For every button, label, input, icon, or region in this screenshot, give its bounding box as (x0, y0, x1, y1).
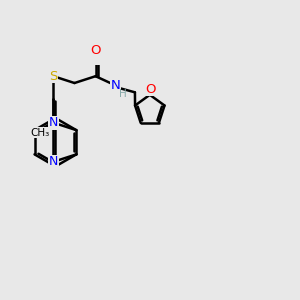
Text: N: N (49, 116, 58, 129)
Text: H: H (119, 89, 127, 99)
Text: S: S (49, 70, 58, 83)
Text: CH₃: CH₃ (30, 128, 49, 138)
Text: N: N (49, 155, 58, 168)
Text: O: O (146, 83, 156, 96)
Text: N: N (111, 79, 121, 92)
Text: O: O (90, 44, 101, 57)
